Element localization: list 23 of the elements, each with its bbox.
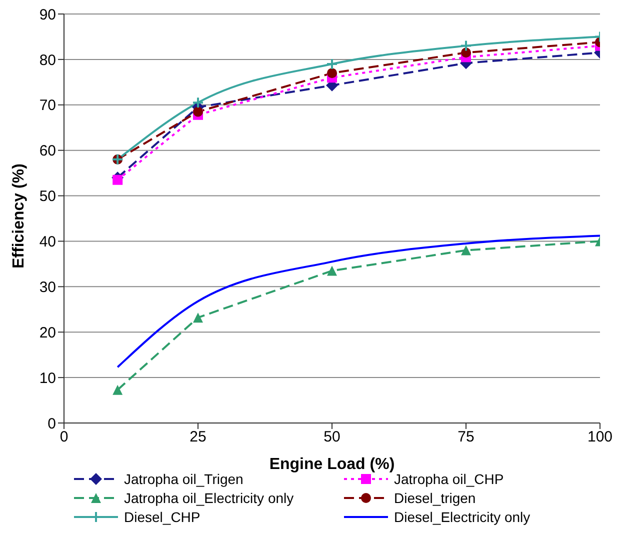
x-tick-label: 0	[60, 428, 68, 446]
x-tick-label: 50	[324, 428, 340, 446]
x-tick-label: 75	[458, 428, 474, 446]
x-axis-title: Engine Load (%)	[269, 456, 395, 473]
y-tick-label: 70	[39, 97, 56, 114]
y-tick-label: 40	[39, 234, 56, 251]
y-tick-label: 90	[39, 6, 56, 24]
y-tick-label: 10	[39, 370, 56, 387]
legend-label: Jatropha oil_Electricity only	[124, 490, 294, 506]
x-tick-label: 100	[587, 428, 613, 446]
y-tick-label: 50	[39, 188, 56, 206]
legend-label: Diesel_Electricity only	[394, 508, 530, 524]
y-tick-label: 80	[39, 52, 56, 69]
legend-label: Jatropha oil_Trigen	[124, 470, 244, 486]
y-tick-label: 30	[39, 278, 56, 296]
y-axis-title: Efficiency (%)	[10, 164, 28, 268]
y-tick-label: 0	[48, 415, 56, 432]
legend-label: Jatropha oil_CHP	[394, 470, 504, 486]
y-tick-label: 60	[39, 142, 56, 160]
x-tick-label: 25	[190, 428, 206, 446]
legend-label: Diesel_trigen	[394, 490, 476, 506]
y-tick-label: 20	[39, 324, 56, 342]
legend-label: Diesel_CHP	[124, 508, 200, 524]
